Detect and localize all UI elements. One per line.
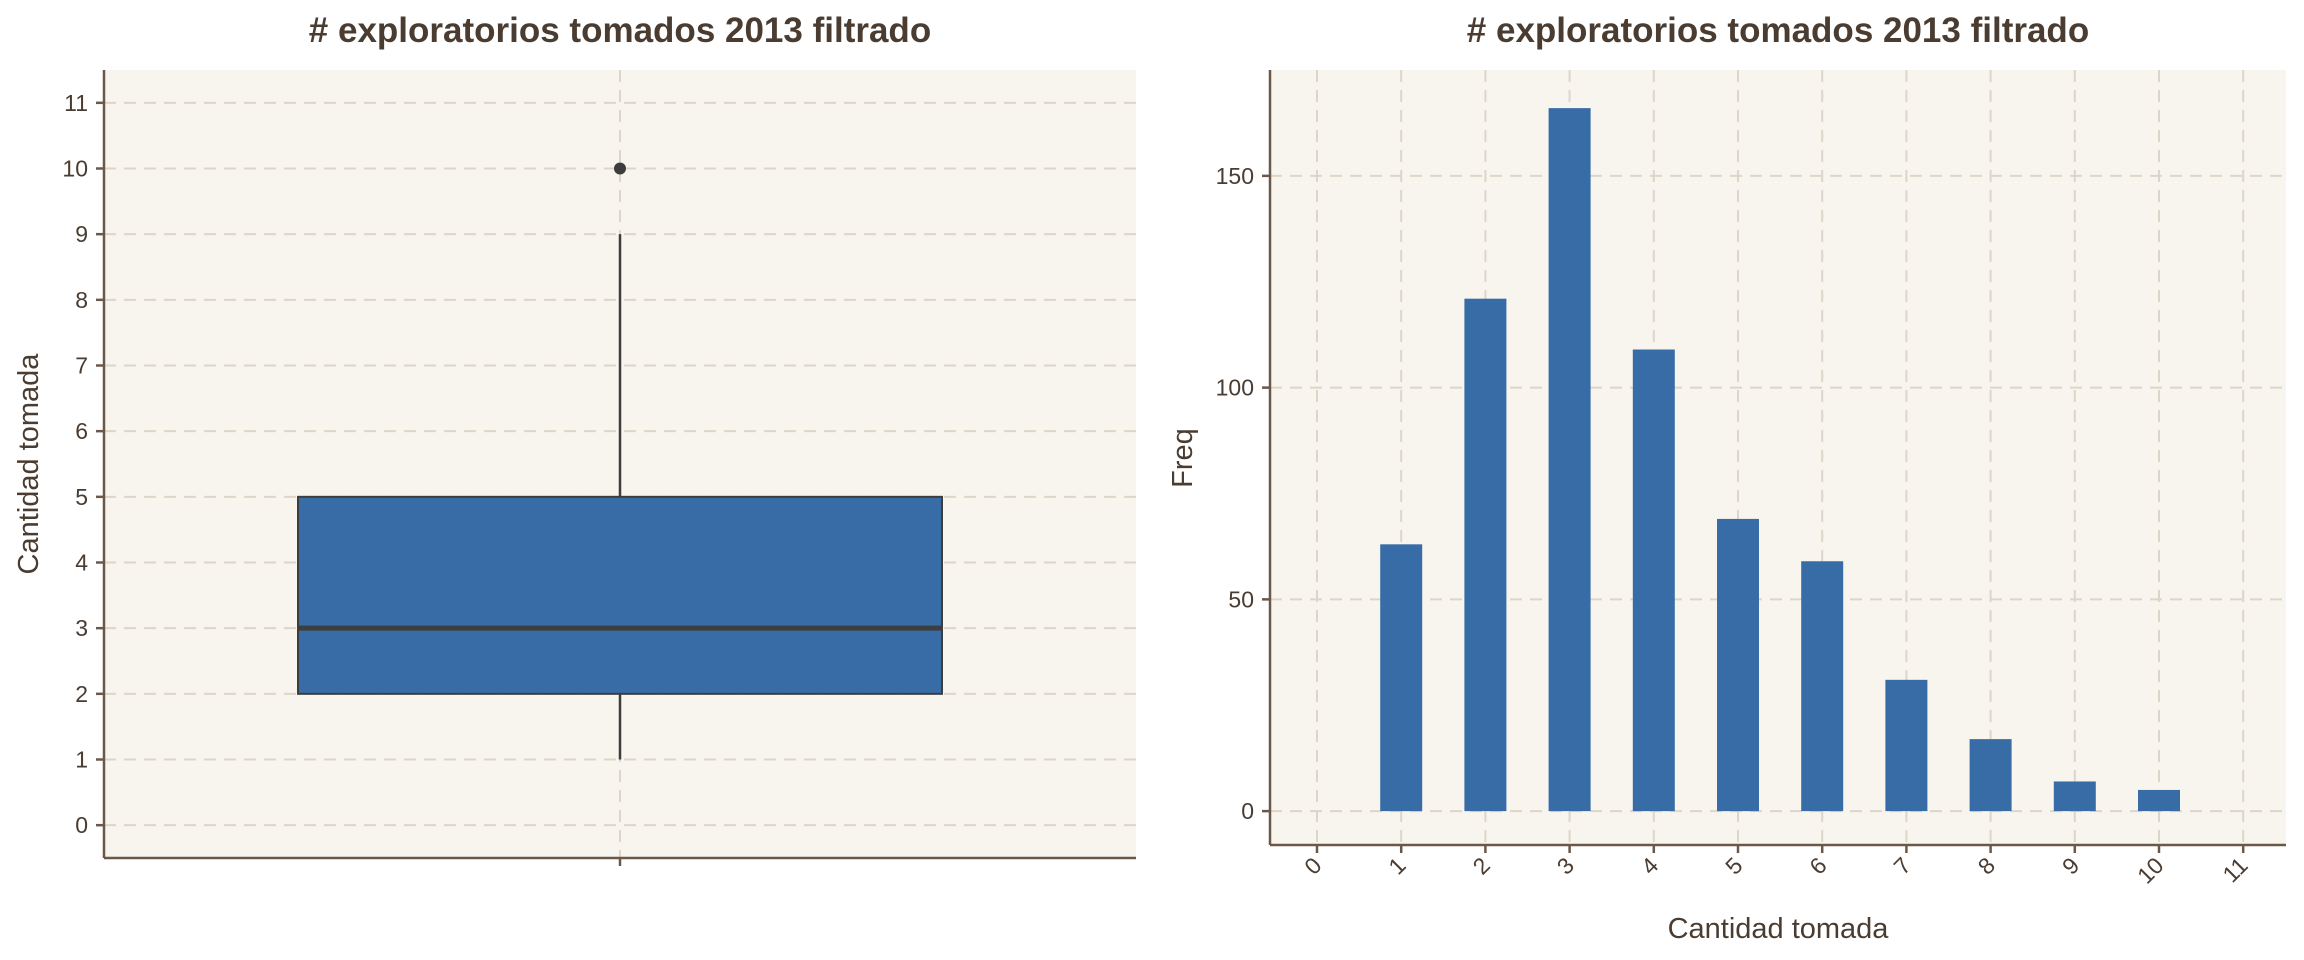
bar-x-tick-label: 4	[1636, 852, 1664, 880]
boxplot-y-tick-label: 3	[75, 615, 88, 641]
bar-x-tick-label: 8	[1973, 852, 2000, 879]
boxplot-y-tick-label: 8	[75, 287, 88, 313]
boxplot-marks	[297, 162, 943, 760]
boxplot-panel: 0 1 2 3 4 5 6 7 8 9 10 11 # exploratorios tomados 2…	[13, 11, 1136, 866]
bar-x-tick-label: 2	[1468, 852, 1495, 879]
boxplot-y-tick-label: 9	[75, 221, 88, 247]
boxplot-y-tick-label: 11	[64, 90, 88, 116]
bar-x-tick-label: 5	[1720, 852, 1747, 879]
bar-6	[1801, 561, 1844, 812]
boxplot-y-tick-label: 4	[75, 550, 88, 576]
boxplot-y-tick-label: 10	[62, 156, 88, 182]
boxplot-y-tick-label: 7	[75, 353, 88, 379]
bar-x-tick-label: 1	[1383, 852, 1410, 879]
bar-x-tick-label: 10	[2132, 852, 2168, 888]
bar-background	[1270, 70, 2286, 845]
bar-7	[1885, 679, 1928, 812]
bar-4	[1632, 349, 1675, 812]
bar-x-tick-label: 11	[2217, 852, 2252, 887]
boxplot-y-tick-label: 1	[75, 747, 88, 773]
bar-y-tick-label: 100	[1216, 375, 1254, 401]
bar-y-tick-label: 150	[1216, 163, 1254, 189]
bar-x-axis-label: Cantidad tomada	[1668, 913, 1890, 945]
bar-3	[1548, 108, 1591, 812]
boxplot-y-tick-label: 6	[75, 418, 88, 444]
boxplot-y-tick-label: 5	[75, 484, 88, 510]
boxplot-box	[297, 495, 943, 695]
bar-5	[1717, 518, 1759, 812]
boxplot-title: # exploratorios tomados 2013 filtrado	[309, 11, 931, 50]
bar-x-tick-label: 7	[1889, 852, 1916, 879]
bar-panel: 0 50 100 150 0 1 2 3 4 5 6 7 8 9 10 11 # exploratorios…	[1167, 11, 2286, 945]
bar-8	[1969, 739, 2012, 812]
bar-marks	[1380, 108, 2180, 812]
bar-2	[1464, 298, 1507, 812]
boxplot-y-tick-label: 0	[75, 812, 88, 838]
bar-x-tick-label: 6	[1804, 852, 1831, 879]
bar-x-tick-label: 0	[1299, 852, 1326, 879]
bar-x-tick-label: 9	[2057, 852, 2084, 879]
bar-y-tick-label: 50	[1228, 586, 1254, 612]
bar-x-tick-label: 3	[1552, 852, 1579, 879]
boxplot-y-tick-label: 2	[75, 681, 88, 707]
bar-y-tick-label: 0	[1241, 798, 1254, 824]
boxplot-grid	[104, 70, 1136, 858]
bar-y-ticks: 0 50 100 150	[1216, 163, 1270, 824]
boxplot-y-ticks: 0 1 2 3 4 5 6 7 8 9 10 11	[62, 90, 104, 838]
bar-10	[2138, 789, 2180, 812]
bar-9	[2053, 781, 2096, 812]
bar-y-axis-label: Freq	[1167, 428, 1199, 488]
bar-title: # exploratorios tomados 2013 filtrado	[1467, 11, 2089, 50]
boxplot-outlier	[614, 162, 626, 175]
boxplot-y-axis-label: Cantidad tomada	[13, 353, 45, 575]
bar-x-ticks: 0 1 2 3 4 5 6 7 8 9 10 11	[1299, 845, 2253, 889]
bar-1	[1380, 544, 1423, 812]
